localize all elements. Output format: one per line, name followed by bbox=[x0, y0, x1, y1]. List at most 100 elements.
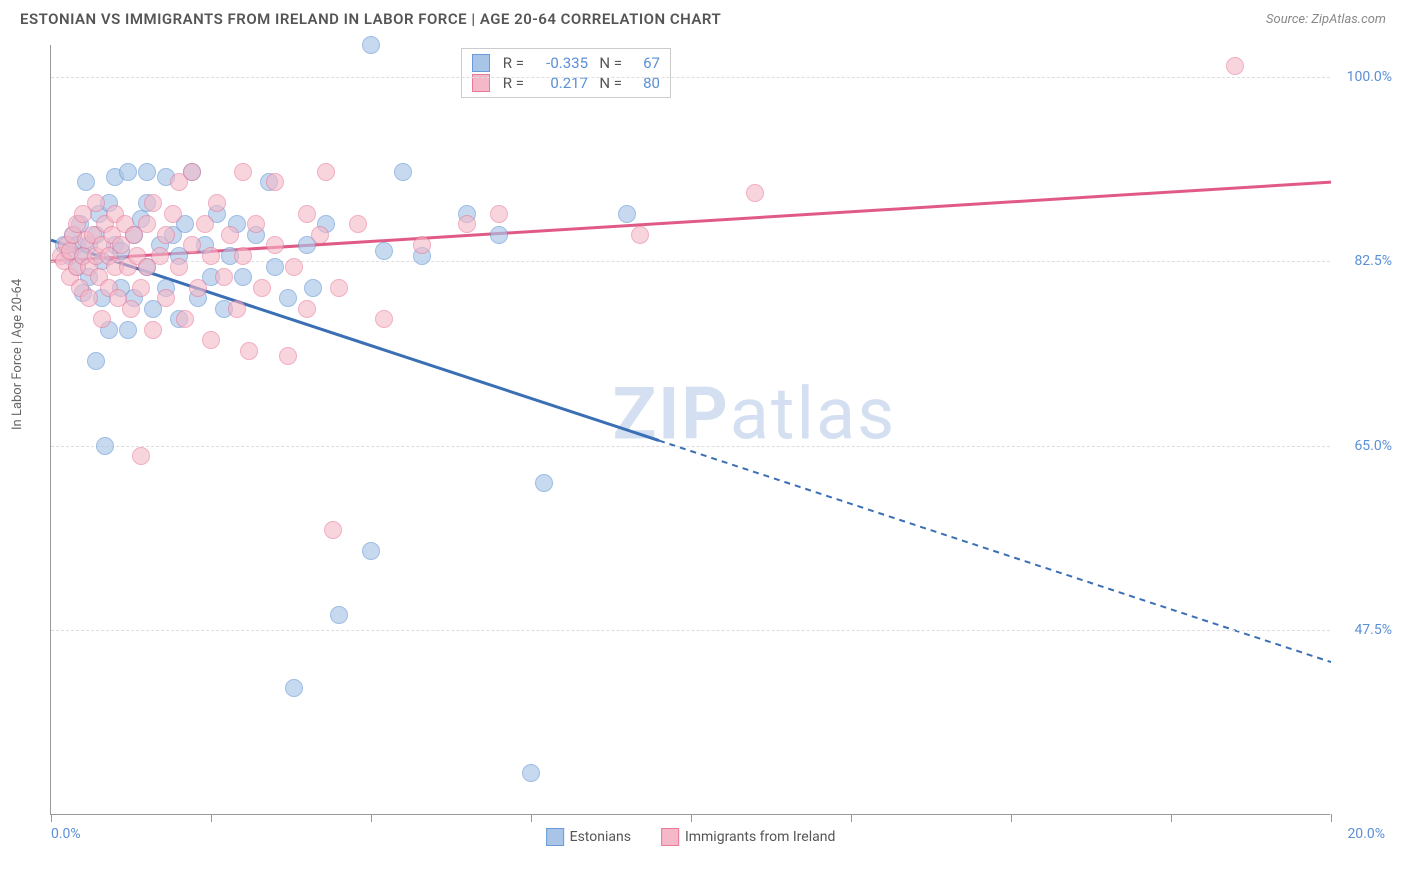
stat-r-value: -0.335 bbox=[532, 54, 588, 72]
data-point bbox=[631, 226, 649, 244]
stat-n-value: 67 bbox=[630, 54, 660, 72]
y-tick-label: 47.5% bbox=[1354, 622, 1392, 638]
x-tick-label: 20.0% bbox=[1347, 826, 1385, 842]
data-point bbox=[266, 173, 284, 191]
data-point bbox=[196, 215, 214, 233]
legend-swatch bbox=[661, 828, 679, 846]
data-point bbox=[144, 321, 162, 339]
chart-svg-layer bbox=[51, 45, 1330, 814]
data-point bbox=[298, 205, 316, 223]
data-point bbox=[413, 236, 431, 254]
trend-line-dashed bbox=[659, 441, 1331, 663]
stats-box: R =-0.335N =67R =0.217N =80 bbox=[461, 48, 671, 98]
data-point bbox=[285, 258, 303, 276]
data-point bbox=[183, 236, 201, 254]
y-tick-label: 65.0% bbox=[1354, 438, 1392, 454]
data-point bbox=[183, 163, 201, 181]
data-point bbox=[311, 226, 329, 244]
chart-plot-area: ZIPatlas R =-0.335N =67R =0.217N =80 Est… bbox=[50, 45, 1330, 815]
data-point bbox=[77, 173, 95, 191]
data-point bbox=[202, 247, 220, 265]
data-point bbox=[87, 352, 105, 370]
x-tick bbox=[1171, 814, 1172, 822]
data-point bbox=[189, 279, 207, 297]
data-point bbox=[362, 36, 380, 54]
data-point bbox=[80, 289, 98, 307]
stats-row: R = -0.335 N = 67 bbox=[472, 53, 660, 73]
data-point bbox=[138, 163, 156, 181]
data-point bbox=[535, 474, 553, 492]
data-point bbox=[458, 215, 476, 233]
data-point bbox=[234, 247, 252, 265]
data-point bbox=[490, 226, 508, 244]
x-tick bbox=[211, 814, 212, 822]
data-point bbox=[375, 242, 393, 260]
x-tick bbox=[51, 814, 52, 822]
x-tick bbox=[531, 814, 532, 822]
legend-swatch bbox=[546, 828, 564, 846]
data-point bbox=[87, 194, 105, 212]
data-point bbox=[490, 205, 508, 223]
data-point bbox=[330, 606, 348, 624]
data-point bbox=[176, 310, 194, 328]
data-point bbox=[234, 268, 252, 286]
data-point bbox=[221, 226, 239, 244]
data-point bbox=[215, 268, 233, 286]
x-tick bbox=[691, 814, 692, 822]
data-point bbox=[247, 215, 265, 233]
gridline-h bbox=[51, 446, 1330, 447]
legend: Estonians Immigrants from Ireland bbox=[546, 828, 836, 846]
data-point bbox=[119, 321, 137, 339]
x-tick-label: 0.0% bbox=[51, 826, 81, 842]
data-point bbox=[157, 226, 175, 244]
data-point bbox=[208, 194, 226, 212]
data-point bbox=[122, 300, 140, 318]
data-point bbox=[618, 205, 636, 223]
data-point bbox=[279, 347, 297, 365]
data-point bbox=[93, 310, 111, 328]
data-point bbox=[132, 447, 150, 465]
data-point bbox=[349, 215, 367, 233]
x-tick bbox=[1331, 814, 1332, 822]
legend-item: Immigrants from Ireland bbox=[661, 828, 835, 846]
data-point bbox=[132, 279, 150, 297]
y-tick-label: 82.5% bbox=[1354, 253, 1392, 269]
data-point bbox=[138, 215, 156, 233]
data-point bbox=[170, 258, 188, 276]
data-point bbox=[240, 342, 258, 360]
data-point bbox=[362, 542, 380, 560]
chart-title: ESTONIAN VS IMMIGRANTS FROM IRELAND IN L… bbox=[20, 10, 721, 28]
legend-item: Estonians bbox=[546, 828, 631, 846]
data-point bbox=[144, 194, 162, 212]
x-tick bbox=[371, 814, 372, 822]
x-tick bbox=[1011, 814, 1012, 822]
data-point bbox=[279, 289, 297, 307]
legend-label: Estonians bbox=[570, 829, 631, 845]
data-point bbox=[96, 437, 114, 455]
data-point bbox=[253, 279, 271, 297]
data-point bbox=[266, 258, 284, 276]
gridline-h bbox=[51, 77, 1330, 78]
data-point bbox=[394, 163, 412, 181]
data-point bbox=[234, 163, 252, 181]
y-tick-label: 100.0% bbox=[1347, 69, 1392, 85]
stat-r-label: R = bbox=[498, 54, 524, 72]
data-point bbox=[164, 205, 182, 223]
data-point bbox=[119, 163, 137, 181]
data-point bbox=[298, 300, 316, 318]
data-point bbox=[375, 310, 393, 328]
gridline-h bbox=[51, 630, 1330, 631]
stat-n-label: N = bbox=[596, 54, 622, 72]
data-point bbox=[1226, 57, 1244, 75]
x-tick bbox=[851, 814, 852, 822]
data-point bbox=[330, 279, 348, 297]
data-point bbox=[317, 163, 335, 181]
data-point bbox=[285, 679, 303, 697]
source-label: Source: ZipAtlas.com bbox=[1266, 12, 1386, 27]
data-point bbox=[324, 521, 342, 539]
data-point bbox=[151, 247, 169, 265]
legend-label: Immigrants from Ireland bbox=[685, 829, 835, 845]
series-swatch bbox=[472, 54, 490, 72]
data-point bbox=[266, 236, 284, 254]
data-point bbox=[746, 184, 764, 202]
